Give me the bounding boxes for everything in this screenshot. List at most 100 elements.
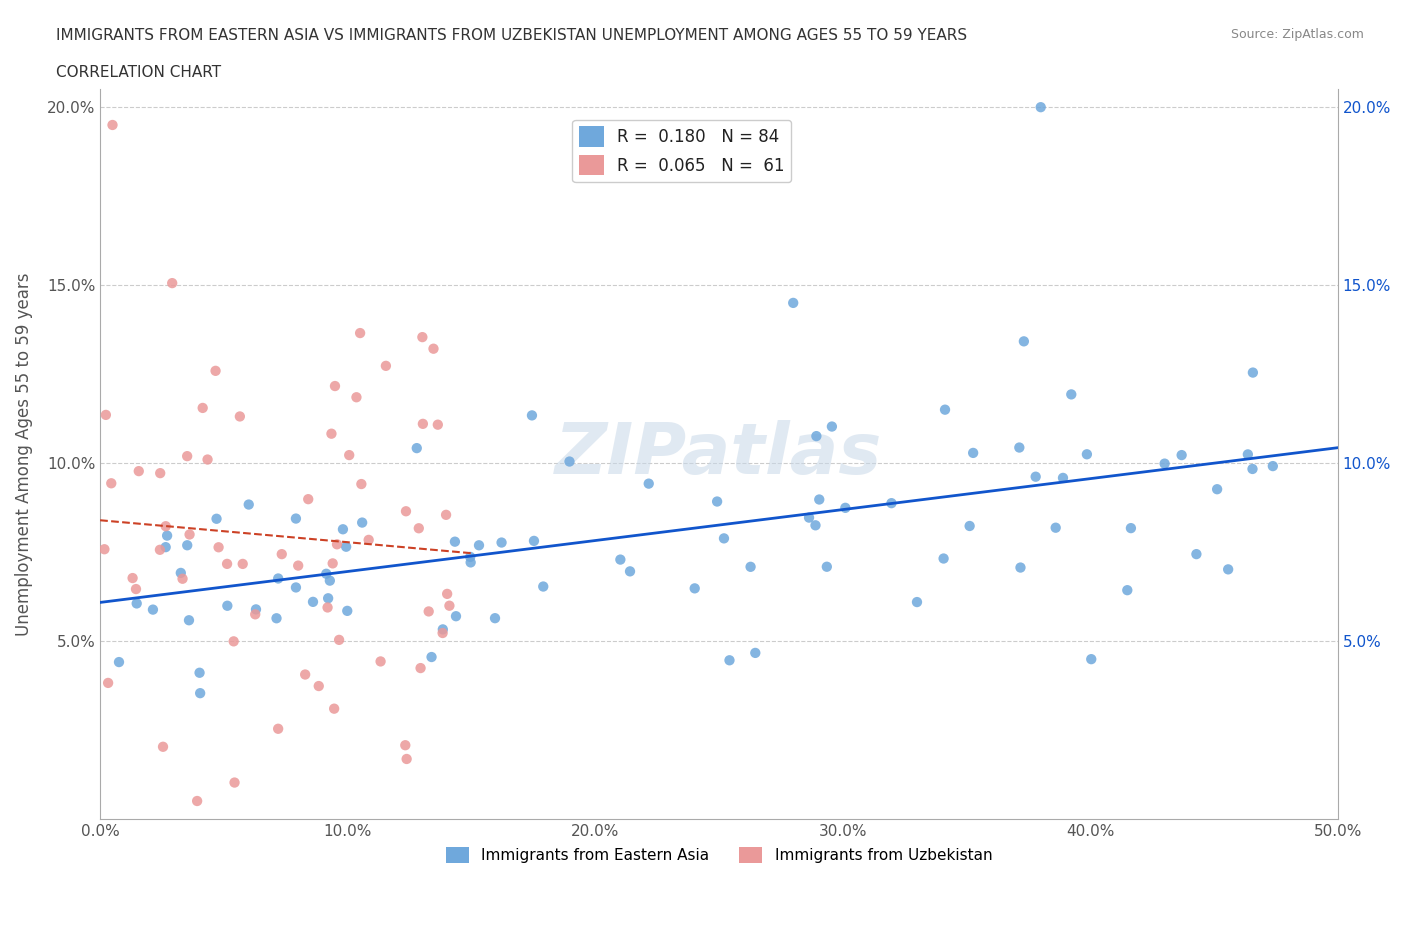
Immigrants from Eastern Asia (284, 580, 307, 595)
Immigrants from Eastern Asia (619, 564, 641, 578)
Immigrants from Uzbekistan (93, 542, 115, 557)
Immigrants from Uzbekistan (222, 634, 245, 649)
Immigrants from Eastern Asia (176, 538, 198, 552)
Immigrants from Eastern Asia (609, 552, 631, 567)
Immigrants from Eastern Asia (205, 512, 228, 526)
Immigrants from Eastern Asia (1153, 457, 1175, 472)
Immigrants from Eastern Asia (880, 496, 903, 511)
Immigrants from Eastern Asia (1170, 447, 1192, 462)
Immigrants from Eastern Asia (1261, 458, 1284, 473)
Immigrants from Uzbekistan (316, 600, 339, 615)
Immigrants from Uzbekistan (308, 679, 330, 694)
Immigrants from Eastern Asia (432, 622, 454, 637)
Immigrants from Uzbekistan (152, 739, 174, 754)
Immigrants from Uzbekistan (434, 508, 457, 523)
Immigrants from Eastern Asia (188, 685, 211, 700)
Text: IMMIGRANTS FROM EASTERN ASIA VS IMMIGRANTS FROM UZBEKISTAN UNEMPLOYMENT AMONG AG: IMMIGRANTS FROM EASTERN ASIA VS IMMIGRAN… (56, 28, 967, 43)
Immigrants from Uzbekistan (207, 539, 229, 554)
Immigrants from Uzbekistan (322, 556, 344, 571)
Immigrants from Uzbekistan (411, 329, 433, 344)
Immigrants from Uzbekistan (409, 660, 432, 675)
Immigrants from Uzbekistan (357, 533, 380, 548)
Immigrants from Eastern Asia (170, 565, 193, 580)
Text: CORRELATION CHART: CORRELATION CHART (56, 65, 221, 80)
Immigrants from Eastern Asia (683, 581, 706, 596)
Immigrants from Uzbekistan (346, 390, 368, 405)
Immigrants from Eastern Asia (797, 511, 820, 525)
Immigrants from Uzbekistan (149, 542, 172, 557)
Immigrants from Uzbekistan (217, 556, 239, 571)
Immigrants from Uzbekistan (204, 364, 226, 379)
Immigrants from Uzbekistan (155, 519, 177, 534)
Immigrants from Eastern Asia (1029, 100, 1052, 114)
Immigrants from Uzbekistan (232, 556, 254, 571)
Immigrants from Uzbekistan (160, 275, 183, 290)
Immigrants from Eastern Asia (1010, 560, 1032, 575)
Immigrants from Eastern Asia (744, 645, 766, 660)
Immigrants from Eastern Asia (806, 429, 828, 444)
Immigrants from Uzbekistan (149, 466, 172, 481)
Immigrants from Uzbekistan (439, 598, 461, 613)
Immigrants from Uzbekistan (328, 632, 350, 647)
Immigrants from Eastern Asia (266, 611, 288, 626)
Immigrants from Uzbekistan (321, 426, 343, 441)
Immigrants from Uzbekistan (395, 751, 418, 766)
Immigrants from Eastern Asia (484, 611, 506, 626)
Immigrants from Uzbekistan (224, 775, 246, 790)
Immigrants from Uzbekistan (374, 358, 396, 373)
Immigrants from Eastern Asia (932, 551, 955, 566)
Immigrants from Eastern Asia (460, 555, 482, 570)
Immigrants from Eastern Asia (238, 498, 260, 512)
Immigrants from Eastern Asia (468, 538, 491, 552)
Immigrants from Eastern Asia (558, 454, 581, 469)
Immigrants from Uzbekistan (197, 452, 219, 467)
Immigrants from Uzbekistan (297, 492, 319, 507)
Immigrants from Uzbekistan (326, 537, 349, 551)
Immigrants from Eastern Asia (1185, 547, 1208, 562)
Immigrants from Eastern Asia (125, 596, 148, 611)
Immigrants from Eastern Asia (245, 602, 267, 617)
Immigrants from Eastern Asia (142, 602, 165, 617)
Immigrants from Eastern Asia (1218, 562, 1240, 577)
Immigrants from Eastern Asia (332, 522, 354, 537)
Immigrants from Eastern Asia (1206, 482, 1229, 497)
Immigrants from Eastern Asia (420, 649, 443, 664)
Immigrants from Eastern Asia (1116, 583, 1139, 598)
Immigrants from Uzbekistan (186, 793, 208, 808)
Immigrants from Eastern Asia (319, 573, 342, 588)
Immigrants from Eastern Asia (959, 519, 981, 534)
Immigrants from Eastern Asia (1241, 365, 1264, 380)
Immigrants from Eastern Asia (905, 594, 928, 609)
Immigrants from Uzbekistan (418, 604, 440, 618)
Immigrants from Uzbekistan (121, 571, 143, 586)
Immigrants from Uzbekistan (191, 401, 214, 416)
Immigrants from Eastern Asia (821, 419, 844, 434)
Immigrants from Uzbekistan (349, 326, 371, 340)
Immigrants from Eastern Asia (804, 518, 827, 533)
Immigrants from Eastern Asia (808, 492, 831, 507)
Immigrants from Uzbekistan (426, 418, 449, 432)
Text: Source: ZipAtlas.com: Source: ZipAtlas.com (1230, 28, 1364, 41)
Immigrants from Uzbekistan (422, 341, 444, 356)
Immigrants from Eastern Asia (718, 653, 741, 668)
Immigrants from Uzbekistan (436, 587, 458, 602)
Immigrants from Eastern Asia (108, 655, 131, 670)
Immigrants from Eastern Asia (284, 512, 307, 526)
Immigrants from Eastern Asia (491, 535, 513, 550)
Immigrants from Uzbekistan (337, 447, 360, 462)
Immigrants from Eastern Asia (782, 296, 804, 311)
Immigrants from Uzbekistan (432, 626, 454, 641)
Immigrants from Eastern Asia (834, 500, 856, 515)
Immigrants from Eastern Asia (405, 441, 427, 456)
Immigrants from Uzbekistan (350, 476, 373, 491)
Immigrants from Uzbekistan (323, 701, 346, 716)
Immigrants from Eastern Asia (315, 566, 337, 581)
Immigrants from Eastern Asia (267, 571, 290, 586)
Immigrants from Uzbekistan (370, 654, 392, 669)
Immigrants from Eastern Asia (531, 579, 554, 594)
Immigrants from Eastern Asia (520, 408, 543, 423)
Immigrants from Uzbekistan (100, 476, 122, 491)
Immigrants from Uzbekistan (267, 722, 290, 737)
Immigrants from Eastern Asia (444, 534, 467, 549)
Legend: Immigrants from Eastern Asia, Immigrants from Uzbekistan: Immigrants from Eastern Asia, Immigrants… (440, 842, 998, 870)
